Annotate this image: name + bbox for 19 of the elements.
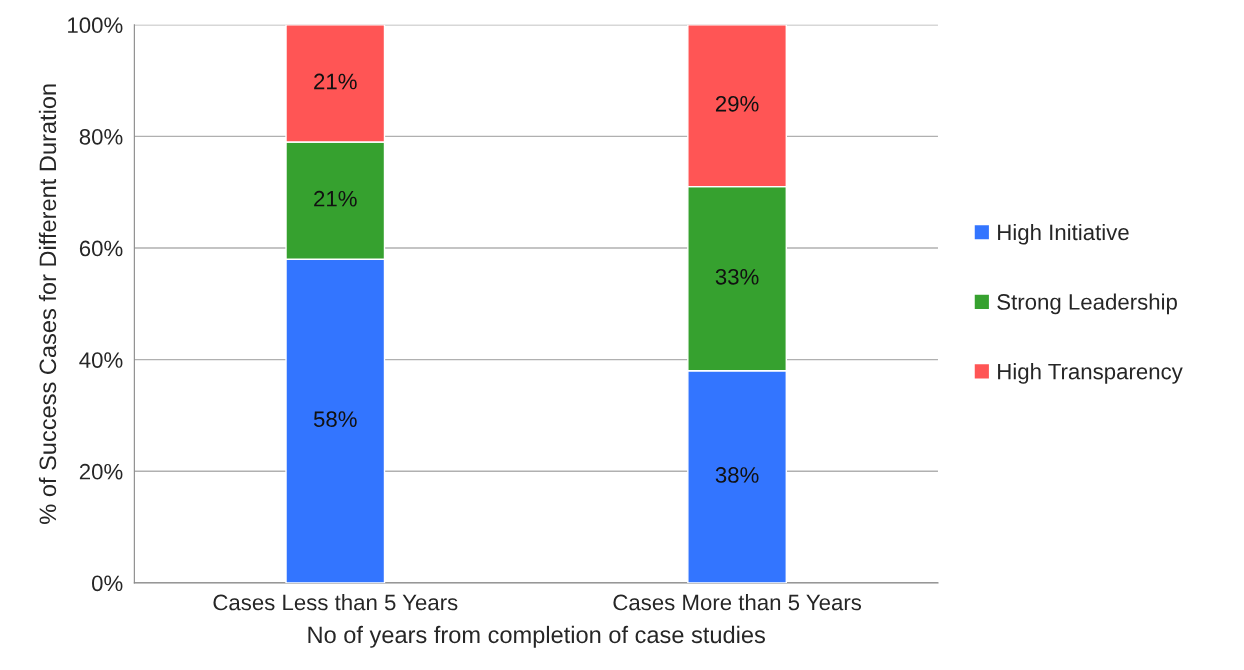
y-tick-label: 80%	[79, 128, 123, 145]
text: 21%	[314, 73, 357, 90]
y-tick-label: 40%	[79, 352, 123, 368]
y-tick-label: 60%	[79, 240, 123, 257]
y-tick-label: 100%	[68, 17, 123, 34]
text: 29%	[715, 95, 759, 112]
text: 21%	[314, 190, 357, 207]
y-axis-title: % of Success Cases for Different Duration	[38, 84, 57, 524]
x-tick-label: Cases More than 5 Years	[613, 594, 862, 611]
text: 38%	[715, 467, 759, 483]
x-axis-title: No of years from completion of case studies	[308, 625, 765, 648]
x-tick-label: Cases Less than 5 Years	[213, 594, 458, 611]
text: 58%	[313, 411, 357, 428]
legend-label: Strong Leadership	[997, 293, 1177, 315]
legend-label: High Initiative	[998, 223, 1129, 245]
y-tick-label: 0%	[91, 575, 123, 592]
text: 33%	[715, 268, 759, 285]
y-tick-label: 20%	[79, 463, 123, 480]
legend-label: High Transparency	[998, 363, 1183, 384]
